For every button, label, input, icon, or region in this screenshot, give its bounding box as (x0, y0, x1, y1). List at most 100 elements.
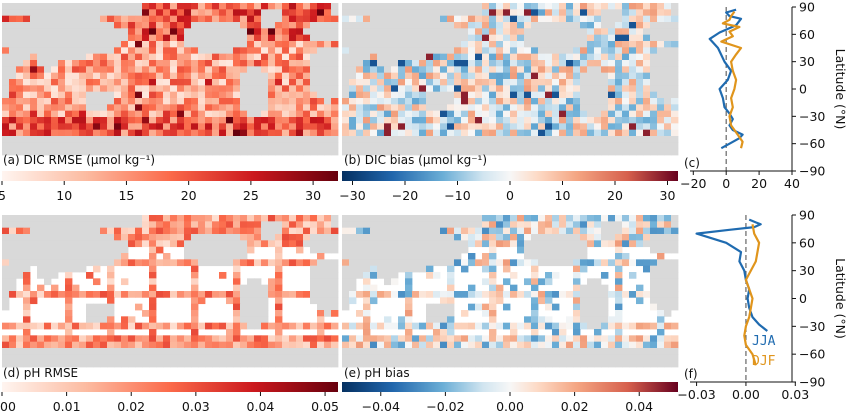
grid-cell (303, 91, 311, 99)
land-cell (331, 60, 339, 67)
land-cell (412, 240, 420, 248)
land-cell (100, 259, 108, 267)
grid-cell (51, 66, 59, 74)
grid-cell (377, 322, 385, 330)
land-cell (447, 240, 455, 248)
land-cell (72, 265, 80, 273)
land-cell (496, 360, 504, 368)
land-cell (107, 246, 115, 254)
grid-cell (233, 117, 241, 124)
grid-cell (419, 341, 427, 349)
grid-cell (149, 253, 157, 260)
grid-cell (296, 234, 304, 241)
grid-cell (233, 15, 241, 23)
land-cell (233, 360, 241, 368)
land-cell (342, 221, 350, 229)
grid-cell (615, 341, 623, 349)
grid-cell (461, 341, 469, 349)
grid-cell (289, 22, 297, 29)
grid-cell (30, 72, 38, 80)
land-cell (156, 360, 164, 368)
land-cell (93, 227, 101, 235)
land-cell (545, 360, 553, 368)
grid-cell (475, 227, 483, 235)
land-cell (37, 15, 45, 23)
grid-cell (531, 15, 539, 23)
grid-cell (261, 41, 269, 48)
land-cell (440, 316, 448, 324)
grid-cell (121, 41, 129, 48)
grid-cell (370, 110, 378, 118)
grid-cell (177, 117, 185, 124)
grid-cell (58, 60, 66, 67)
grid-cell (545, 60, 553, 67)
grid-cell (170, 221, 178, 229)
land-cell (86, 354, 94, 362)
grid-cell (23, 123, 31, 131)
land-cell (240, 98, 248, 105)
grid-cell (545, 79, 553, 86)
grid-cell (240, 259, 248, 267)
land-cell (398, 47, 406, 55)
grid-cell (398, 335, 406, 343)
grid-cell (580, 341, 588, 349)
land-cell (93, 28, 101, 36)
grid-cell (282, 117, 290, 124)
grid-cell (643, 215, 651, 222)
grid-cell (170, 110, 178, 118)
grid-cell (296, 117, 304, 124)
grid-cell (615, 284, 623, 292)
land-cell (559, 28, 567, 36)
grid-cell (107, 322, 115, 330)
land-cell (331, 72, 339, 80)
grid-cell (275, 98, 283, 105)
land-cell (219, 28, 227, 36)
grid-cell (282, 129, 290, 137)
land-cell (405, 41, 413, 48)
land-cell (559, 246, 567, 254)
land-cell (261, 234, 269, 241)
land-cell (370, 28, 378, 36)
grid-cell (349, 110, 357, 118)
land-cell (44, 354, 52, 362)
grid-cell (23, 316, 31, 324)
grid-cell (191, 47, 199, 55)
grid-cell (482, 234, 490, 241)
grid-cell (671, 104, 679, 112)
land-cell (657, 297, 665, 305)
grid-cell (482, 15, 490, 23)
land-cell (226, 348, 234, 355)
grid-cell (664, 15, 672, 23)
grid-cell (303, 129, 311, 137)
grid-cell (135, 53, 143, 61)
grid-cell (324, 227, 332, 235)
land-cell (405, 9, 413, 17)
grid-cell (475, 240, 483, 248)
grid-cell (461, 234, 469, 241)
land-cell (9, 278, 17, 286)
land-cell (573, 142, 581, 150)
land-cell (391, 28, 399, 36)
land-cell (44, 234, 52, 241)
grid-cell (170, 91, 178, 99)
grid-cell (51, 91, 59, 99)
grid-cell (128, 341, 136, 349)
grid-cell (608, 215, 616, 222)
grid-cell (247, 117, 255, 124)
grid-cell (289, 240, 297, 248)
land-cell (44, 215, 52, 222)
grid-cell (496, 322, 504, 330)
land-cell (657, 360, 665, 368)
land-cell (419, 22, 427, 29)
land-cell (426, 104, 434, 112)
grid-cell (289, 123, 297, 131)
grid-cell (317, 329, 325, 336)
land-cell (370, 259, 378, 267)
grid-cell (191, 284, 199, 292)
grid-cell (275, 265, 283, 273)
land-cell (9, 148, 17, 156)
grid-cell (198, 335, 206, 343)
grid-cell (289, 34, 297, 42)
land-cell (51, 354, 59, 362)
